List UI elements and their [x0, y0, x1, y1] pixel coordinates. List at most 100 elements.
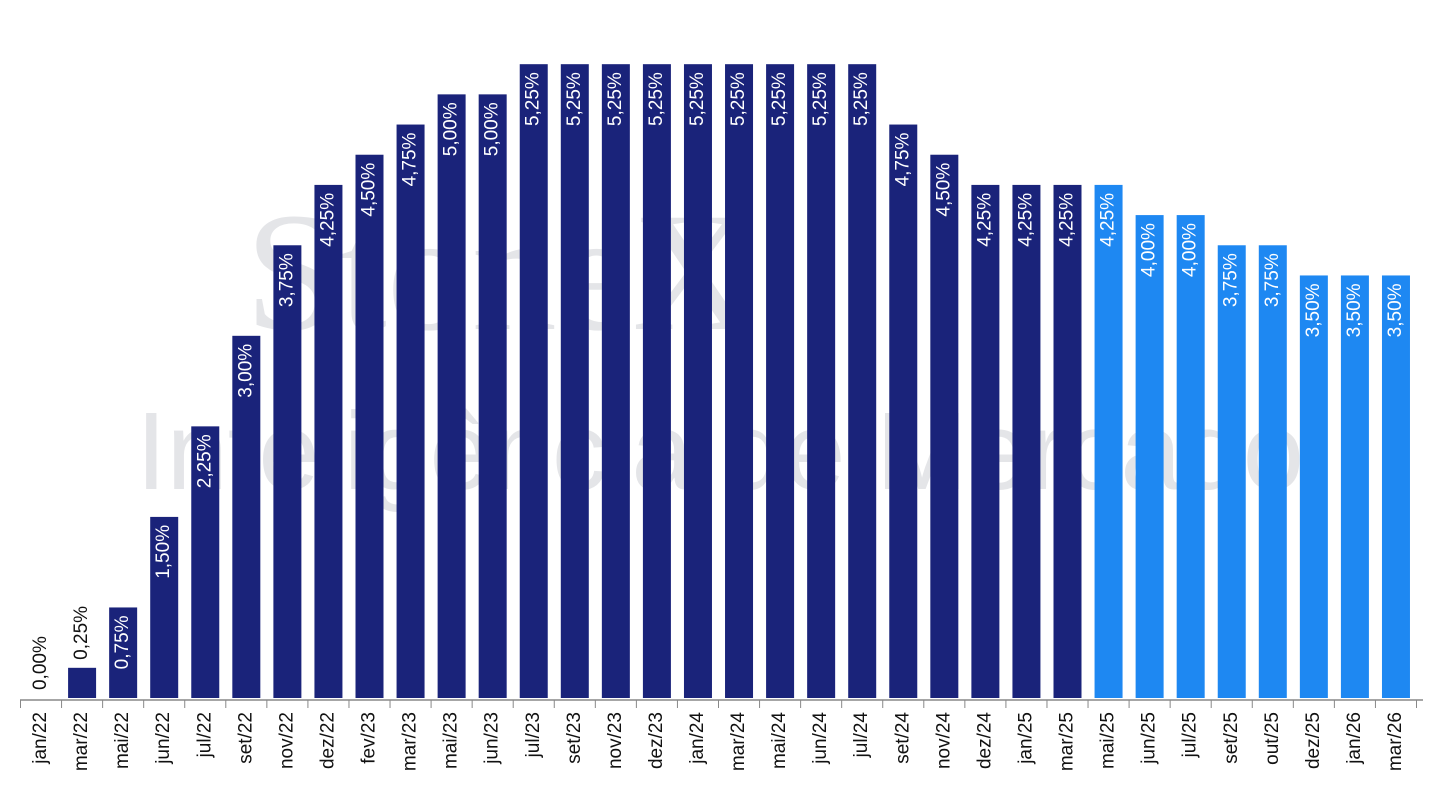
bar — [478, 94, 507, 698]
x-tick-label: set/22 — [235, 712, 256, 764]
value-label: 4,25% — [974, 193, 995, 247]
x-tick-label: jan/24 — [687, 712, 708, 765]
value-label: 5,25% — [646, 72, 667, 126]
value-label: 0,00% — [30, 636, 51, 690]
x-tick-label: jun/24 — [810, 712, 831, 765]
bar — [355, 154, 384, 698]
bar — [1258, 245, 1287, 699]
bar — [1340, 275, 1369, 698]
value-label: 4,00% — [1180, 223, 1201, 277]
value-label: 0,25% — [71, 606, 92, 660]
value-label: 5,25% — [687, 72, 708, 126]
x-tick-label: out/25 — [1262, 712, 1283, 765]
bar — [150, 516, 179, 698]
value-label: 5,25% — [523, 72, 544, 126]
bar — [889, 124, 918, 698]
value-label: 0,75% — [112, 615, 133, 669]
bar — [683, 64, 712, 698]
value-label: 4,25% — [1098, 193, 1119, 247]
x-tick-label: set/24 — [892, 712, 913, 764]
bar — [68, 667, 97, 698]
x-tick-label: jul/22 — [194, 712, 215, 758]
bar — [930, 154, 959, 698]
bar — [273, 245, 302, 699]
value-label: 5,25% — [851, 72, 872, 126]
value-label: 5,00% — [482, 102, 503, 156]
bar — [807, 64, 836, 698]
value-label: 2,25% — [194, 434, 215, 488]
x-tick-label: set/23 — [564, 712, 585, 764]
bar — [396, 124, 425, 698]
x-tick-label: jul/23 — [523, 712, 544, 758]
value-label: 3,50% — [1385, 283, 1406, 337]
value-label: 4,25% — [1057, 193, 1078, 247]
bar — [1217, 245, 1246, 699]
value-label: 5,25% — [564, 72, 585, 126]
bar — [848, 64, 877, 698]
x-tick-label: dez/22 — [317, 712, 338, 769]
x-tick-label: mar/22 — [71, 712, 92, 771]
value-label: 3,50% — [1344, 283, 1365, 337]
x-tick-label: dez/24 — [974, 712, 995, 769]
value-label: 5,00% — [441, 102, 462, 156]
bar — [232, 335, 261, 698]
x-tick-label: mai/25 — [1098, 712, 1119, 769]
value-label: 4,00% — [1139, 223, 1160, 277]
x-tick-label: jul/24 — [851, 712, 872, 759]
value-label: 4,50% — [359, 163, 380, 217]
x-tick-label: mar/25 — [1057, 712, 1078, 771]
bar — [314, 184, 343, 699]
x-tick-label: jun/25 — [1139, 712, 1160, 765]
x-tick-label: dez/23 — [646, 712, 667, 769]
x-tick-label: jun/22 — [153, 712, 174, 765]
x-tick-label: jul/25 — [1180, 712, 1201, 758]
value-label: 3,00% — [235, 344, 256, 398]
x-tick-label: dez/25 — [1303, 712, 1324, 769]
x-tick-label: mar/26 — [1385, 712, 1406, 771]
value-label: 3,75% — [1221, 253, 1242, 307]
value-label: 1,50% — [153, 525, 174, 579]
x-tick-label: nov/23 — [605, 712, 626, 769]
bar — [437, 94, 466, 698]
x-tick-label: nov/24 — [933, 712, 954, 769]
x-tick-label: mai/22 — [112, 712, 133, 769]
x-tick-label: mai/23 — [441, 712, 462, 769]
value-label: 4,50% — [933, 163, 954, 217]
x-tick-label: mai/24 — [769, 712, 790, 769]
value-label: 5,25% — [810, 72, 831, 126]
bar — [1299, 275, 1328, 698]
bar — [1094, 184, 1123, 699]
value-label: 5,25% — [605, 72, 626, 126]
bar — [725, 64, 754, 698]
bar — [519, 64, 548, 698]
bar — [1135, 215, 1164, 698]
x-tick-label: jan/25 — [1015, 712, 1036, 765]
bar — [1012, 184, 1041, 699]
bar — [560, 64, 589, 698]
bar — [1381, 275, 1410, 698]
value-label: 4,25% — [1015, 193, 1036, 247]
bar — [1053, 184, 1082, 699]
value-label: 3,75% — [276, 253, 297, 307]
bar — [1176, 215, 1205, 698]
bar — [766, 64, 795, 698]
value-label: 3,75% — [1262, 253, 1283, 307]
value-label: 5,25% — [769, 72, 790, 126]
value-label: 5,25% — [728, 72, 749, 126]
value-label: 3,50% — [1303, 283, 1324, 337]
x-tick-label: mar/23 — [400, 712, 421, 771]
x-tick-label: jan/22 — [30, 712, 51, 765]
bar — [191, 426, 220, 698]
x-tick-label: fev/23 — [359, 712, 380, 764]
x-tick-label: nov/22 — [276, 712, 297, 769]
value-label: 4,75% — [400, 132, 421, 186]
bar — [109, 607, 138, 698]
value-label: 4,25% — [317, 193, 338, 247]
watermark-text: Inteligência de Mercado — [136, 390, 1304, 513]
value-label: 4,75% — [892, 132, 913, 186]
x-tick-label: jan/26 — [1344, 712, 1365, 765]
x-tick-label: jun/23 — [482, 712, 503, 765]
bar — [971, 184, 1000, 699]
bar — [601, 64, 630, 698]
